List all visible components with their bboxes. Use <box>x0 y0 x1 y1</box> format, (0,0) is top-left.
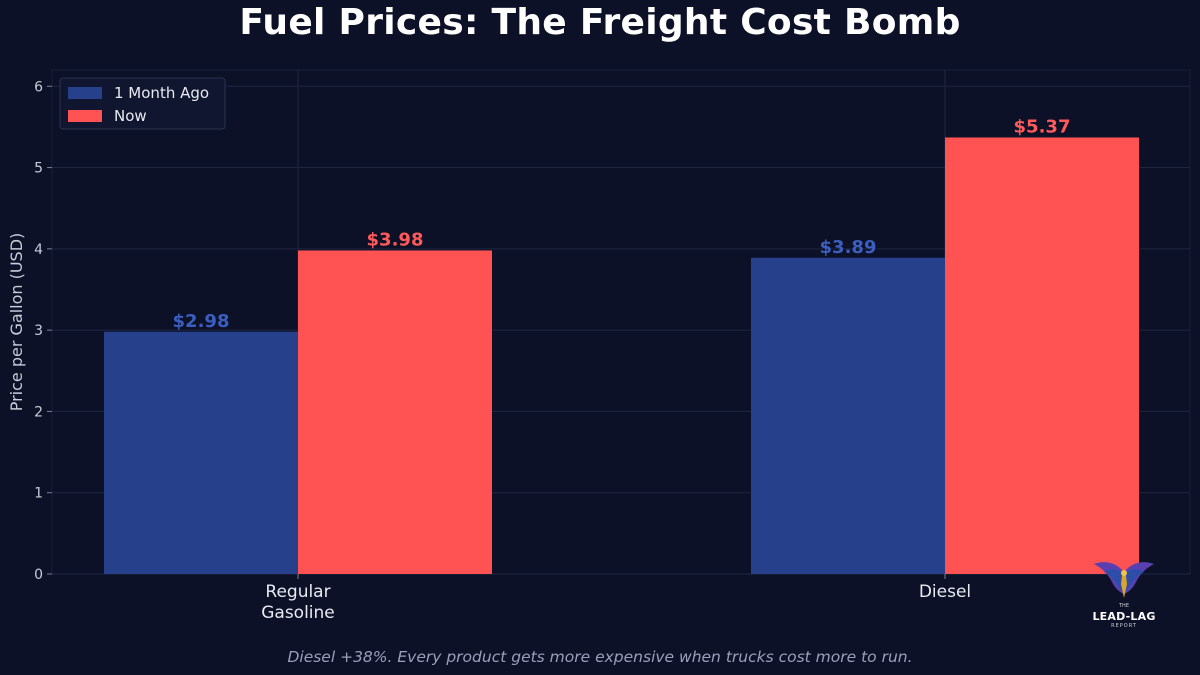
bar-month-ago <box>751 257 945 574</box>
y-axis-label: Price per Gallon (USD) <box>7 233 26 412</box>
logo-text-sub: REPORT <box>1111 623 1137 629</box>
eagle-icon <box>1094 562 1154 598</box>
legend-swatch <box>68 87 102 99</box>
bar-value-label: $3.89 <box>820 237 877 258</box>
y-tick-label: 4 <box>34 242 43 258</box>
lead-lag-report-logo: THE LEAD-LAG REPORT <box>1082 558 1166 630</box>
bar-month-ago <box>104 331 298 574</box>
legend-label: Now <box>114 107 147 125</box>
bar-value-label: $5.37 <box>1014 116 1071 137</box>
bar-value-label: $3.98 <box>367 229 424 250</box>
x-tick-label: Gasoline <box>261 603 335 623</box>
legend-swatch <box>68 110 102 122</box>
y-tick-label: 0 <box>34 567 43 583</box>
logo-text-the: THE <box>1119 603 1129 609</box>
bar-now <box>945 137 1139 575</box>
logo-text-name: LEAD-LAG <box>1092 610 1156 623</box>
x-tick-label: Regular <box>265 582 330 602</box>
y-tick-label: 1 <box>34 486 43 502</box>
bar-value-label: $2.98 <box>173 311 230 332</box>
x-tick-label: Diesel <box>919 582 971 602</box>
bar-now <box>298 250 492 574</box>
y-tick-label: 3 <box>34 323 43 339</box>
chart-title: Fuel Prices: The Freight Cost Bomb <box>239 2 961 43</box>
y-tick-label: 6 <box>34 79 43 95</box>
legend-label: 1 Month Ago <box>114 84 209 102</box>
y-tick-label: 2 <box>34 404 43 420</box>
y-tick-label: 5 <box>34 161 43 177</box>
chart-caption: Diesel +38%. Every product gets more exp… <box>287 648 913 666</box>
